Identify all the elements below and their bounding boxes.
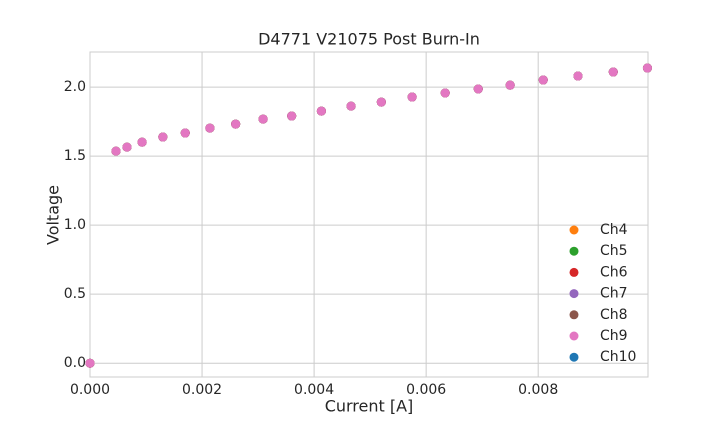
x-tick-label: 0.004 <box>294 382 334 398</box>
point <box>407 92 417 102</box>
point <box>258 114 268 124</box>
legend-label: Ch5 <box>600 243 628 259</box>
point <box>440 88 450 98</box>
y-tick-label: 0.5 <box>64 286 86 302</box>
legend-label: Ch9 <box>600 328 628 344</box>
point <box>642 63 652 73</box>
legend-marker <box>569 310 579 320</box>
point <box>205 123 215 133</box>
point <box>137 137 147 147</box>
y-tick-label: 1.0 <box>64 217 86 233</box>
point <box>85 358 95 368</box>
point <box>573 71 583 81</box>
point <box>346 101 356 111</box>
legend-label: Ch8 <box>600 307 628 323</box>
point <box>287 111 297 121</box>
legend-marker <box>569 331 579 341</box>
y-axis-label: Voltage <box>44 185 63 245</box>
chart-title: D4771 V21075 Post Burn-In <box>258 30 480 49</box>
legend-label: Ch7 <box>600 286 628 302</box>
legend-marker <box>569 352 579 362</box>
point <box>158 132 168 142</box>
point <box>505 80 515 90</box>
legend-marker <box>569 267 579 277</box>
point <box>473 84 483 94</box>
point <box>180 128 190 138</box>
point <box>538 75 548 85</box>
plot-frame <box>89 51 649 378</box>
y-tick-label: 0.0 <box>64 355 86 371</box>
x-tick-label: 0.008 <box>518 382 558 398</box>
x-tick-label: 0.006 <box>406 382 446 398</box>
y-tick-label: 1.5 <box>64 148 86 164</box>
legend-marker <box>569 289 579 299</box>
legend-marker <box>569 246 579 256</box>
point <box>608 67 618 77</box>
x-axis-label: Current [A] <box>325 397 414 416</box>
point <box>316 106 326 116</box>
x-tick-label: 0.002 <box>182 382 222 398</box>
y-tick-label: 2.0 <box>64 79 86 95</box>
plot-area <box>90 52 648 377</box>
point <box>122 142 132 152</box>
legend-label: Ch4 <box>600 222 628 238</box>
x-tick-label: 0.000 <box>70 382 110 398</box>
point <box>111 146 121 156</box>
legend-label: Ch10 <box>600 349 636 365</box>
point <box>231 119 241 129</box>
legend-label: Ch6 <box>600 264 628 280</box>
legend-marker <box>569 225 579 235</box>
point <box>376 97 386 107</box>
